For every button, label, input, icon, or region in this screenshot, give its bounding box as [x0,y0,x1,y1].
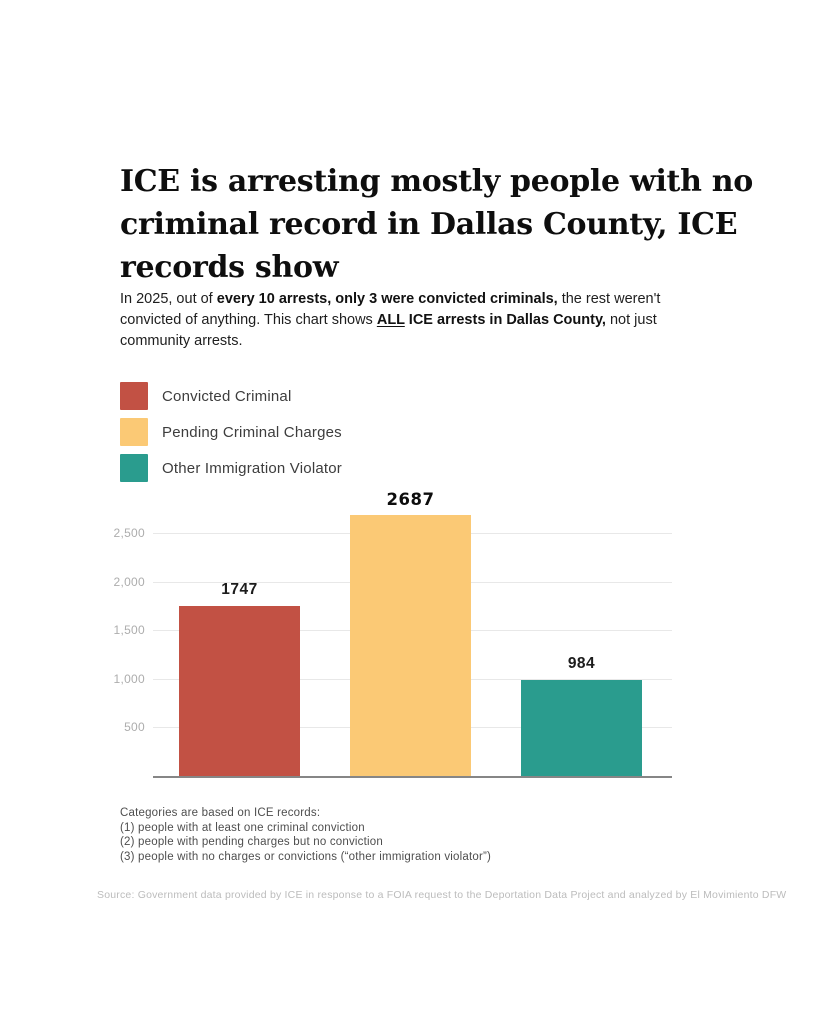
page-title: ICE is arresting mostly people with no cr… [120,160,753,289]
bar-pending-criminal-charges [350,514,471,776]
x-axis-line [153,776,672,778]
legend-item: Pending Criminal Charges [120,418,342,446]
page-title-line: records show [120,250,339,285]
subtitle-segment: ICE arrests in Dallas County, [404,312,606,328]
legend-label: Other Immigration Violator [162,459,342,477]
y-axis-tick-label: 1,500 [113,623,145,638]
legend-item: Other Immigration Violator [120,454,342,482]
source-attribution: Source: Government data provided by ICE … [97,889,787,901]
footnotes: Categories are based on ICE records: (1) … [120,806,680,864]
legend-item: Convicted Criminal [120,382,342,410]
legend-swatch [120,382,148,410]
footnote-line: (3) people with no charges or conviction… [120,850,492,863]
y-axis-tick-label: 1,000 [113,671,145,686]
subtitle-segment: every 10 arrests, only 3 were convicted … [216,291,558,307]
y-axis-tick-label: 2,000 [113,574,145,589]
bar-convicted-criminal [179,606,300,776]
footnote-line: Categories are based on ICE records: [120,807,321,819]
bar-value-label: 2687 [386,489,435,509]
page-title-line: ICE is arresting mostly people with no [120,164,753,199]
chart-legend: Convicted Criminal Pending Criminal Charg… [120,382,342,490]
bar-value-label: 1747 [221,581,258,599]
subtitle-segment: the rest weren't convicted of anything. … [120,291,661,328]
legend-swatch [120,418,148,446]
bar-value-label: 984 [567,655,596,673]
footnote-line: (2) people with pending charges but no c… [120,836,383,849]
subtitle-segment: In 2025, out of [120,291,217,307]
y-axis-tick-label: 500 [124,720,145,735]
legend-label: Pending Criminal Charges [162,423,342,441]
legend-label: Convicted Criminal [162,387,292,405]
footnote-line: (1) people with at least one criminal co… [120,821,365,834]
subtitle-segment: ALL [376,312,405,328]
subtitle-segment: not just community arrests. [120,312,657,349]
bar-other-immigration-violator [521,680,642,776]
legend-swatch [120,454,148,482]
subtitle: In 2025, out of every 10 arrests, only 3… [120,289,665,352]
page-title-line: criminal record in Dallas County, ICE [120,207,738,242]
y-axis-tick-label: 2,500 [113,526,145,541]
